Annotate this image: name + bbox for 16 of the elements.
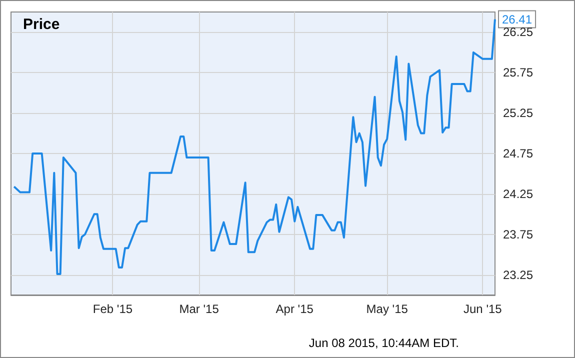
x-tick-label: Jun '15 xyxy=(464,302,502,316)
y-tick-label: 25.75 xyxy=(503,66,534,80)
annotation: 26.41 xyxy=(502,12,532,26)
y-tick-label: 24.25 xyxy=(503,186,534,201)
line-series xyxy=(13,18,496,275)
y-tick-label: 25.25 xyxy=(503,106,534,120)
x-tick-label: May '15 xyxy=(366,302,408,316)
y-tick-label: 23.25 xyxy=(503,268,534,282)
y-tick-label: 26.25 xyxy=(503,25,534,40)
y-tick-label: 24.75 xyxy=(503,146,534,160)
y-tick-label: 23.75 xyxy=(503,227,534,242)
x-tick-label: Mar '15 xyxy=(179,302,220,316)
chart-title: Price xyxy=(23,16,60,33)
x-tick-label: Apr '15 xyxy=(276,302,314,316)
x-tick-label: Feb '15 xyxy=(92,302,133,316)
text: Jun 08 2015, 10:44AM EDT. xyxy=(308,336,459,350)
